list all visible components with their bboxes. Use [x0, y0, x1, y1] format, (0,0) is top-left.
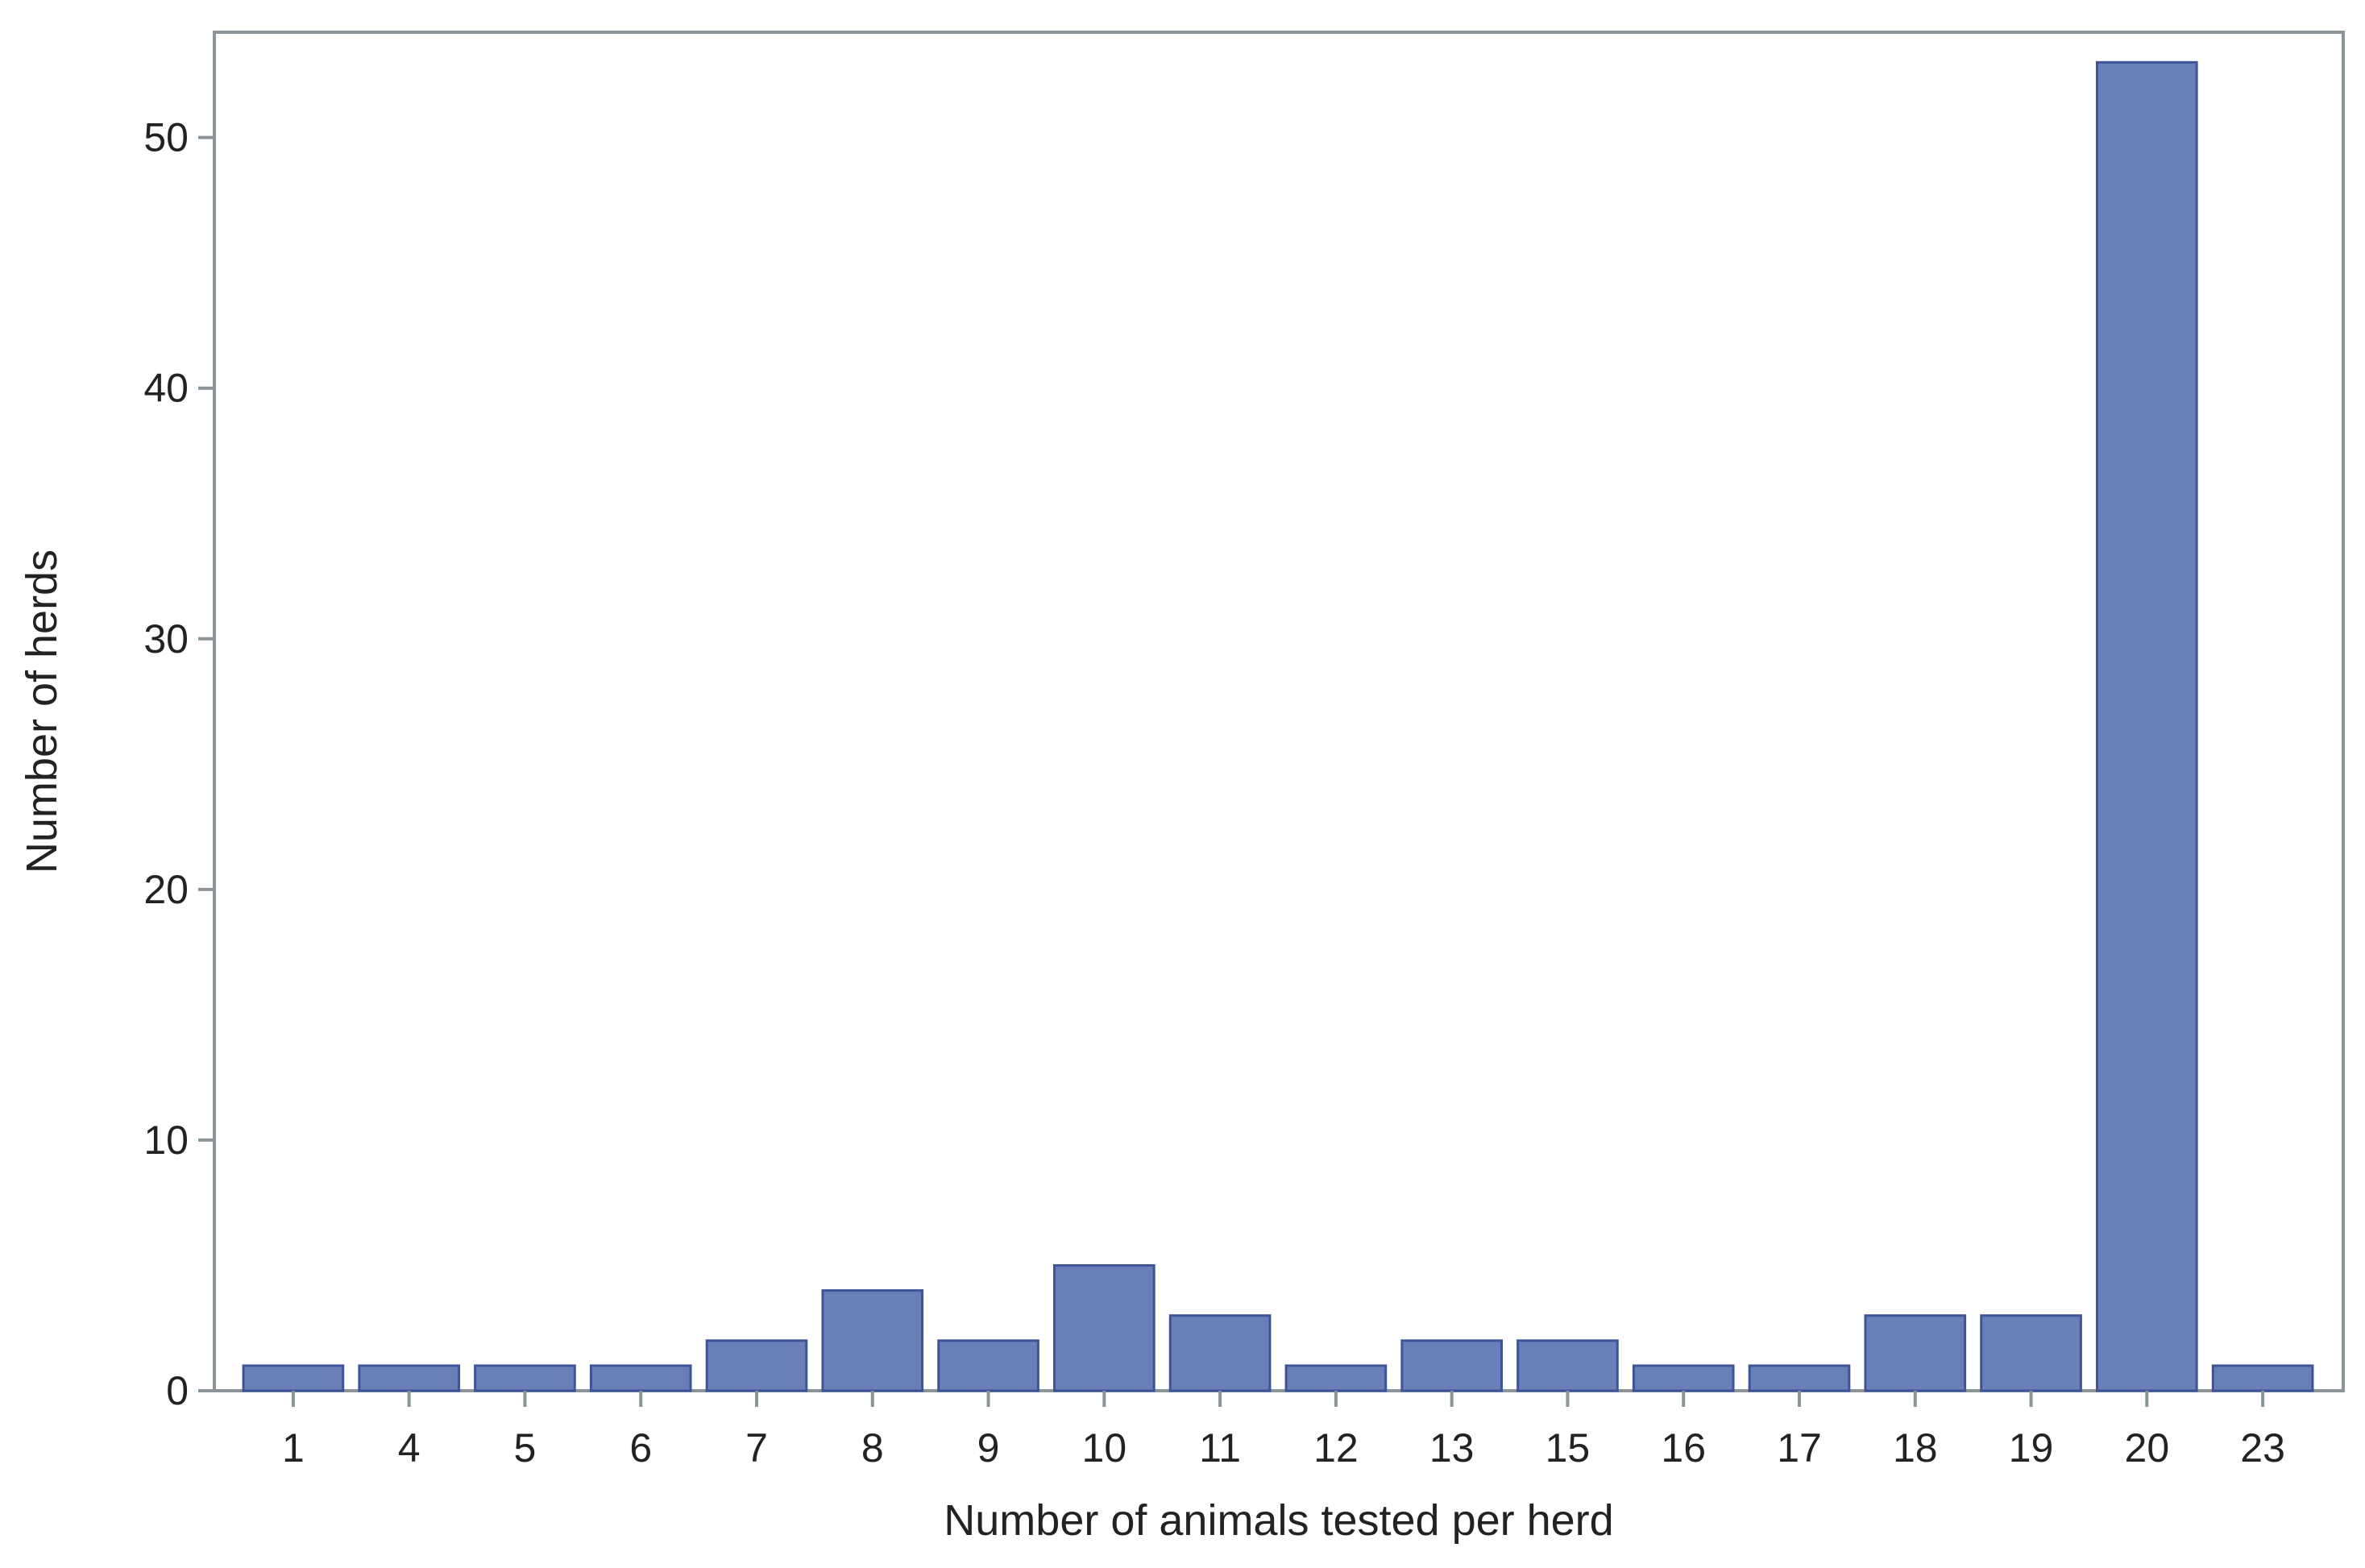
x-tick-label: 11	[1199, 1425, 1241, 1471]
bar-15	[1517, 1339, 1619, 1392]
x-tick-label: 8	[861, 1425, 884, 1471]
y-axis: 0 10 20 30 40 50	[143, 115, 214, 1413]
x-tick-label: 18	[1893, 1425, 1938, 1471]
x-tick-label: 4	[398, 1425, 421, 1471]
bar-5	[474, 1364, 576, 1392]
bar-10	[1053, 1263, 1156, 1392]
bars-group	[242, 60, 2314, 1392]
bar-23	[2211, 1364, 2314, 1392]
bar-18	[1864, 1314, 1967, 1392]
bar-19	[1980, 1314, 2082, 1392]
bar-8	[821, 1289, 924, 1392]
x-tick-label: 1	[282, 1425, 305, 1471]
y-tick-label: 20	[143, 867, 189, 912]
x-tick-label: 17	[1777, 1425, 1822, 1471]
plot-frame	[213, 31, 2345, 1392]
x-tick-label: 23	[2240, 1425, 2285, 1471]
bar-4	[358, 1364, 460, 1392]
bar-1	[242, 1364, 345, 1392]
bar-17	[1748, 1364, 1851, 1392]
y-tick-label: 40	[143, 366, 189, 411]
x-tick-label: 13	[1429, 1425, 1475, 1471]
x-axis: 1 4 5 6 7 8 9 10 11 12 13 15 16 17 18 19 20 23	[282, 1391, 2285, 1471]
y-tick-label: 50	[143, 115, 189, 160]
x-tick-label: 19	[2009, 1425, 2054, 1471]
bar-12	[1284, 1364, 1388, 1392]
x-tick-label: 20	[2125, 1425, 2170, 1471]
x-tick-label: 10	[1082, 1425, 1127, 1471]
x-tick-label: 7	[745, 1425, 768, 1471]
bar-9	[937, 1339, 1039, 1392]
x-tick-label: 12	[1313, 1425, 1359, 1471]
bar-11	[1168, 1314, 1272, 1392]
y-tick-label: 0	[166, 1368, 189, 1413]
x-tick-label: 5	[514, 1425, 537, 1471]
y-tick-label: 10	[143, 1118, 189, 1163]
x-tick-label: 9	[977, 1425, 1000, 1471]
x-tick-label: 6	[629, 1425, 652, 1471]
x-tick-label: 16	[1661, 1425, 1706, 1471]
bar-13	[1400, 1339, 1503, 1392]
y-tick-label: 30	[143, 616, 189, 662]
bar-7	[705, 1339, 808, 1392]
bar-16	[1632, 1364, 1735, 1392]
x-axis-title: Number of animals tested per herd	[944, 1496, 1613, 1545]
bar-20	[2096, 60, 2198, 1392]
bar-6	[589, 1364, 692, 1392]
x-tick-label: 15	[1546, 1425, 1591, 1471]
y-axis-title: Number of herds	[18, 550, 66, 873]
